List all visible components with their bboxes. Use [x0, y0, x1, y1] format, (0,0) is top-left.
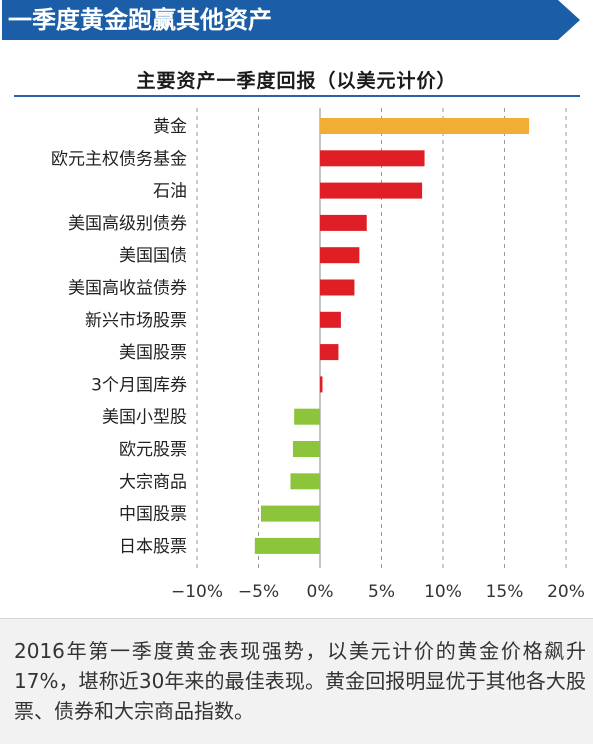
- bar: [320, 279, 355, 296]
- category-label: 美国国债: [119, 246, 187, 266]
- chart-area: −10% −5% 0% 5% 10% 15% 20%黄金欧元主权债务基金石油美国高级别债券美…: [51, 108, 585, 602]
- x-tick-label: 15%: [486, 582, 524, 602]
- category-label: 石油: [153, 182, 187, 202]
- bar: [320, 118, 530, 134]
- caption-box: 2016年第一季度黄金表现强势，以美元计价的黄金价格飙升17%，堪称近30年来的…: [0, 618, 593, 744]
- x-tick-label: −10%: [171, 582, 223, 602]
- header-banner: 一季度黄金跑赢其他资产: [2, 0, 580, 40]
- bar: [254, 537, 320, 554]
- category-label: 美国小型股: [102, 408, 187, 428]
- category-label: 中国股票: [119, 505, 187, 525]
- bar: [320, 247, 360, 264]
- category-label: 新兴市场股票: [85, 311, 187, 331]
- caption-text: 2016年第一季度黄金表现强势，以美元计价的黄金价格飙升17%，堪称近30年来的…: [14, 639, 586, 723]
- bar: [320, 311, 341, 328]
- x-tick-label: 0%: [307, 582, 334, 602]
- bar: [320, 376, 323, 393]
- x-tick-label: −5%: [238, 582, 279, 602]
- bar: [290, 473, 320, 490]
- category-label: 美国高收益债券: [68, 279, 187, 299]
- category-label: 美国高级别债券: [68, 214, 187, 234]
- bar: [294, 408, 320, 425]
- x-tick-label: 5%: [368, 582, 395, 602]
- category-label: 日本股票: [119, 537, 187, 557]
- category-label: 黄金: [153, 117, 187, 137]
- chart-title: 主要资产一季度回报（以美元计价）: [136, 70, 457, 92]
- banner-title: 一季度黄金跑赢其他资产: [8, 6, 272, 34]
- bar: [320, 214, 367, 231]
- x-tick-label: 10%: [424, 582, 462, 602]
- category-label: 欧元股票: [119, 440, 187, 460]
- title-underline: [14, 95, 580, 97]
- bar: [292, 441, 320, 457]
- x-tick-label: 20%: [547, 582, 585, 602]
- category-label: 3个月国库券: [91, 375, 187, 395]
- bar: [320, 150, 425, 167]
- bar: [260, 505, 320, 522]
- category-label: 美国股票: [119, 343, 187, 363]
- bar: [320, 182, 423, 199]
- category-label: 大宗商品: [119, 472, 187, 492]
- category-label: 欧元主权债务基金: [51, 149, 187, 169]
- bar: [320, 344, 339, 361]
